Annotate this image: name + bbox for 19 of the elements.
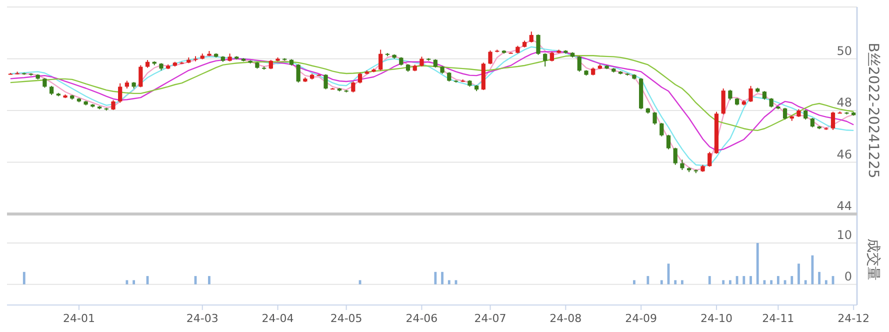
- x-tick-label: 24-10: [700, 312, 732, 325]
- y-tick-label: 0: [844, 269, 852, 284]
- x-tick-label: 24-06: [406, 312, 438, 325]
- x-tick-label: 24-01: [62, 312, 95, 325]
- y-tick-label: 46: [836, 147, 852, 162]
- y-tick-label: 48: [836, 96, 852, 110]
- x-tick-label: 24-09: [625, 312, 658, 325]
- x-tick-label: 24-08: [550, 312, 582, 325]
- x-tick-label: 24-03: [186, 312, 218, 325]
- y-tick-label: 50: [836, 44, 852, 58]
- y-tick-label: 44: [836, 199, 852, 213]
- x-tick-label: 24-04: [262, 312, 294, 325]
- x-tick-label: 24-12: [838, 312, 870, 325]
- x-tick-label: 24-05: [330, 312, 362, 325]
- y-tick-label: 10: [836, 228, 852, 242]
- y-axis-title: 成交量: [865, 238, 881, 280]
- x-tick-label: 24-07: [474, 312, 506, 325]
- x-tick-label: 24-11: [762, 312, 794, 325]
- y-axis-title: B丝2022-20241225: [865, 42, 881, 178]
